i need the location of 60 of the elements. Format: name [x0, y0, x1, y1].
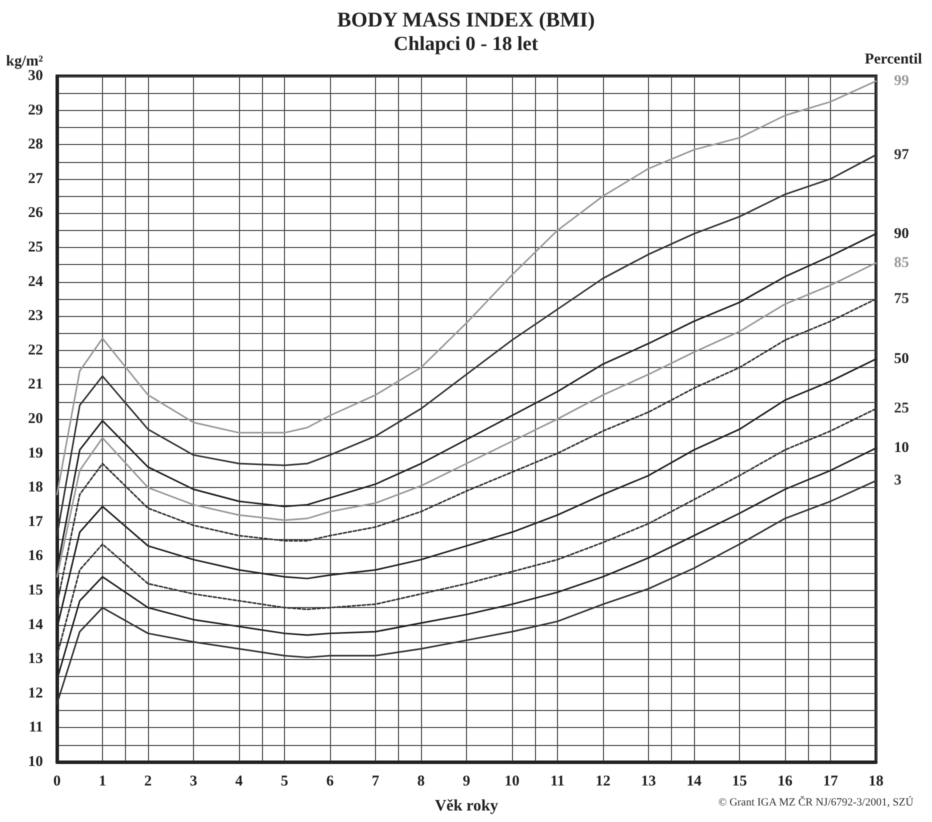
series-label: 97: [894, 146, 910, 163]
x-tick-label: 7: [372, 774, 380, 790]
y-tick-label: 15: [28, 582, 43, 598]
line-series: [56, 80, 877, 496]
x-tick-label: 4: [235, 774, 244, 790]
series-label: 10: [894, 440, 909, 456]
y-tick-label: 30: [28, 68, 43, 84]
x-tick-label: 15: [732, 774, 747, 790]
line-series: [56, 154, 877, 536]
y-tick-label: 23: [28, 308, 43, 324]
series-label: 99: [894, 73, 909, 90]
x-tick-label: 10: [504, 774, 520, 790]
y-tick-label: 18: [28, 480, 43, 496]
chart-title: BODY MASS INDEX (BMI): [337, 8, 595, 32]
x-tick-label: 16: [778, 774, 793, 790]
x-tick-label: 14: [686, 774, 702, 790]
line-series: [56, 480, 877, 704]
x-axis-title: Věk roky: [434, 798, 498, 814]
y-tick-label: 26: [28, 205, 44, 222]
y-tick-label: 17: [28, 514, 44, 530]
x-tick-label: 18: [868, 774, 884, 790]
y-tick-label: 22: [28, 342, 43, 358]
y-tick-label: 29: [28, 102, 43, 118]
text: © Grant IGA MZ ČR NJ/6792-3/2001, SZÚ: [718, 796, 914, 808]
series-label: 3: [894, 472, 902, 489]
series-label: 90: [894, 226, 909, 242]
y-tick-label: 14: [28, 616, 44, 633]
x-tick-label: 2: [144, 774, 152, 790]
series-label: 85: [894, 254, 909, 271]
line-series: [56, 408, 877, 656]
y-tick-label: 28: [28, 136, 43, 153]
x-tick-label: 8: [417, 774, 425, 790]
y-tick-label: 19: [28, 445, 43, 462]
legend-title: Percentil: [864, 52, 922, 68]
y-axis-title: kg/m²: [6, 54, 44, 70]
x-tick-label: 13: [641, 774, 656, 790]
chart-subtitle: Chlapci 0 - 18 let: [394, 33, 539, 55]
x-tick-label: 11: [550, 774, 565, 790]
y-tick-label: 24: [28, 274, 44, 290]
y-tick-label: 13: [28, 651, 43, 668]
x-tick-label: 1: [98, 774, 106, 790]
series-label: 50: [894, 350, 909, 367]
y-tick-label: 21: [28, 376, 43, 393]
x-tick-label: 5: [280, 774, 288, 790]
y-tick-label: 10: [28, 754, 43, 770]
y-tick-label: 20: [28, 411, 43, 427]
x-tick-label: 3: [190, 774, 198, 790]
series-label: 75: [894, 290, 909, 307]
y-tick-label: 11: [28, 720, 43, 736]
x-tick-label: 12: [596, 774, 610, 790]
series-label: 25: [894, 400, 909, 417]
y-tick-label: 25: [28, 240, 43, 256]
x-tick-label: 0: [53, 774, 61, 790]
line-series: [56, 298, 877, 606]
y-tick-label: 27: [28, 170, 44, 187]
x-tick-label: 6: [326, 774, 334, 790]
x-tick-label: 17: [823, 774, 838, 790]
y-tick-label: 12: [28, 685, 43, 702]
y-tick-label: 16: [28, 548, 44, 564]
x-tick-label: 9: [462, 774, 470, 790]
